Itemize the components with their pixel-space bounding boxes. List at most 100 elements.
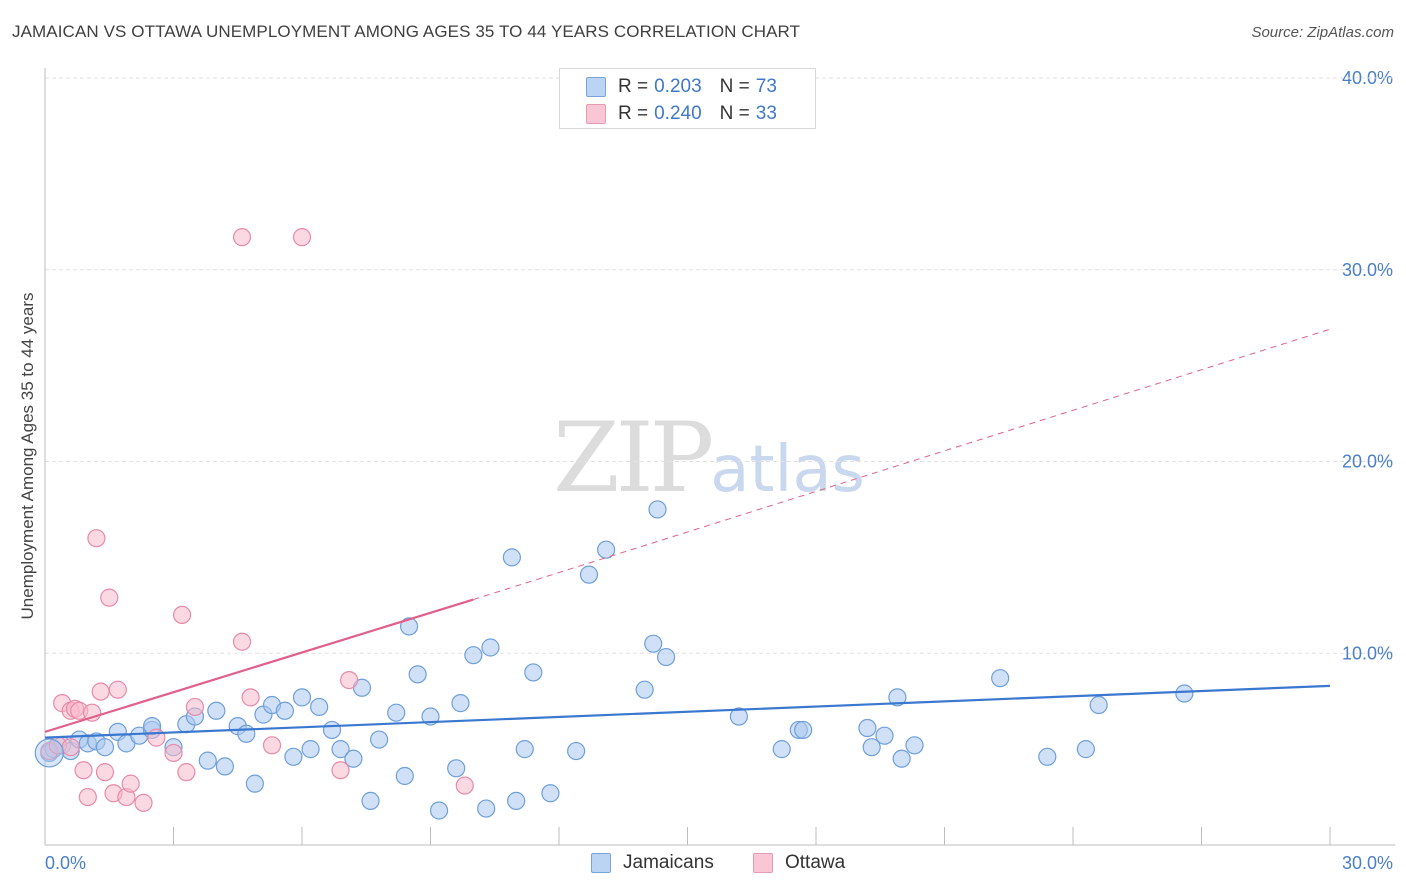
- jamaicans-point: [991, 669, 1010, 688]
- bottom-legend-ottawa: Ottawa: [753, 852, 845, 874]
- ottawa-point: [232, 632, 252, 651]
- bottom-legend-label-ottawa: Ottawa: [785, 852, 846, 873]
- jamaicans-point: [597, 540, 616, 559]
- jamaicans-point: [207, 701, 226, 720]
- jamaicans-point: [862, 738, 881, 757]
- jamaicans-point: [892, 749, 911, 768]
- bottom-legend-label-jamaicans: Jamaicans: [623, 852, 714, 873]
- ottawa-point: [164, 743, 183, 763]
- watermark-atlas: atlas: [710, 433, 865, 507]
- bottom-legend-swatch-jamaicans: [591, 853, 611, 873]
- watermark: ZIPatlas: [553, 402, 865, 514]
- legend-r-value: 0.203: [654, 76, 702, 97]
- legend-swatch-jamaicans: [586, 77, 606, 97]
- jamaicans-point: [507, 791, 526, 810]
- jamaicans-point: [648, 500, 667, 519]
- ottawa-point: [147, 728, 166, 747]
- jamaicans-point: [1089, 695, 1108, 715]
- ottawa-point: [172, 605, 192, 625]
- jamaicans-point: [408, 665, 427, 684]
- ottawa-trendline: [44, 598, 474, 733]
- ottawa-point: [262, 736, 282, 755]
- jamaicans-point: [905, 736, 924, 755]
- jamaicans-point: [361, 791, 380, 810]
- y-tick-label: 10.0%: [1342, 643, 1393, 663]
- ottawa-point: [340, 670, 359, 690]
- jamaicans-point: [794, 720, 813, 740]
- jamaicans-point: [541, 784, 560, 803]
- jamaicans-point: [1038, 747, 1057, 766]
- ottawa-point: [134, 793, 153, 812]
- x-tick-label: 30.0%: [1342, 853, 1393, 873]
- legend-row-jamaicans: R = 0.203 N = 73: [586, 76, 777, 98]
- jamaicans-point: [395, 766, 414, 786]
- jamaicans-point: [477, 799, 496, 818]
- ottawa-point: [232, 228, 252, 247]
- jamaicans-point-cluster: [34, 738, 64, 768]
- jamaicans-point: [729, 707, 749, 726]
- legend-r-value: 0.240: [654, 103, 702, 124]
- legend: R = 0.203 N = 73 R = 0.240 N = 33: [559, 68, 816, 129]
- source-label: Source: ZipAtlas.com: [1251, 24, 1394, 41]
- jamaicans-point: [429, 801, 449, 820]
- bottom-legend-swatch-ottawa: [753, 853, 773, 873]
- jamaicans-point: [1076, 740, 1095, 759]
- ottawa-point: [108, 680, 127, 699]
- jamaicans-point: [310, 697, 329, 717]
- jamaicans-point: [772, 740, 791, 759]
- jamaicans-point: [421, 707, 440, 726]
- ottawa-point: [185, 697, 205, 717]
- ottawa-point: [100, 588, 119, 607]
- y-tick-label: 20.0%: [1342, 452, 1393, 472]
- jamaicans-point: [331, 740, 350, 759]
- y-tick-label: 40.0%: [1342, 68, 1393, 88]
- ottawa-point: [91, 682, 110, 701]
- ottawa-trendline-dashed: [473, 328, 1331, 601]
- x-tick-label: 0.0%: [45, 853, 86, 873]
- legend-n-value: 33: [755, 103, 777, 124]
- jamaicans-point: [237, 724, 256, 743]
- jamaicans-point: [502, 548, 521, 567]
- ottawa-point: [87, 529, 106, 548]
- jamaicans-point: [387, 703, 406, 722]
- legend-n-value: 73: [755, 76, 777, 97]
- ottawa-point: [121, 774, 140, 793]
- jamaicans-point: [644, 634, 663, 653]
- jamaicans-point: [481, 638, 500, 657]
- ottawa-point: [455, 776, 474, 795]
- jamaicans-point: [635, 680, 654, 699]
- jamaicans-point: [567, 741, 586, 761]
- chart-title: JAMAICAN VS OTTAWA UNEMPLOYMENT AMONG AG…: [12, 22, 801, 41]
- jamaicans-point: [447, 759, 466, 778]
- ottawa-point: [241, 688, 260, 707]
- jamaicans-point: [215, 757, 234, 776]
- jamaicans-point: [198, 751, 217, 770]
- ottawa-point: [78, 787, 97, 807]
- ottawa-point: [177, 763, 196, 782]
- jamaicans-point: [875, 726, 894, 745]
- jamaicans-point: [245, 774, 264, 793]
- jamaicans-point: [322, 720, 342, 740]
- bottom-legend-jamaicans: Jamaicans: [591, 852, 714, 874]
- ottawa-point: [95, 763, 115, 782]
- jamaicans-point: [656, 647, 676, 667]
- jamaicans-point: [370, 730, 389, 749]
- legend-row-ottawa: R = 0.240 N = 33: [586, 103, 777, 125]
- ottawa-point: [61, 738, 80, 757]
- jamaicans-point: [275, 701, 294, 720]
- legend-n-label: N =: [719, 76, 750, 97]
- ottawa-point: [331, 761, 350, 780]
- jamaicans-point: [858, 718, 877, 738]
- ottawa-point: [292, 228, 312, 247]
- legend-swatch-ottawa: [586, 104, 606, 124]
- jamaicans-point: [301, 740, 320, 759]
- legend-r-label: R =: [618, 103, 649, 124]
- jamaicans-point: [451, 694, 470, 713]
- jamaicans-point: [524, 663, 543, 682]
- jamaicans-trendline: [44, 684, 1331, 739]
- jamaicans-point: [579, 565, 599, 584]
- legend-n-label: N =: [719, 103, 750, 124]
- jamaicans-point: [344, 749, 363, 768]
- jamaicans-point: [292, 688, 312, 707]
